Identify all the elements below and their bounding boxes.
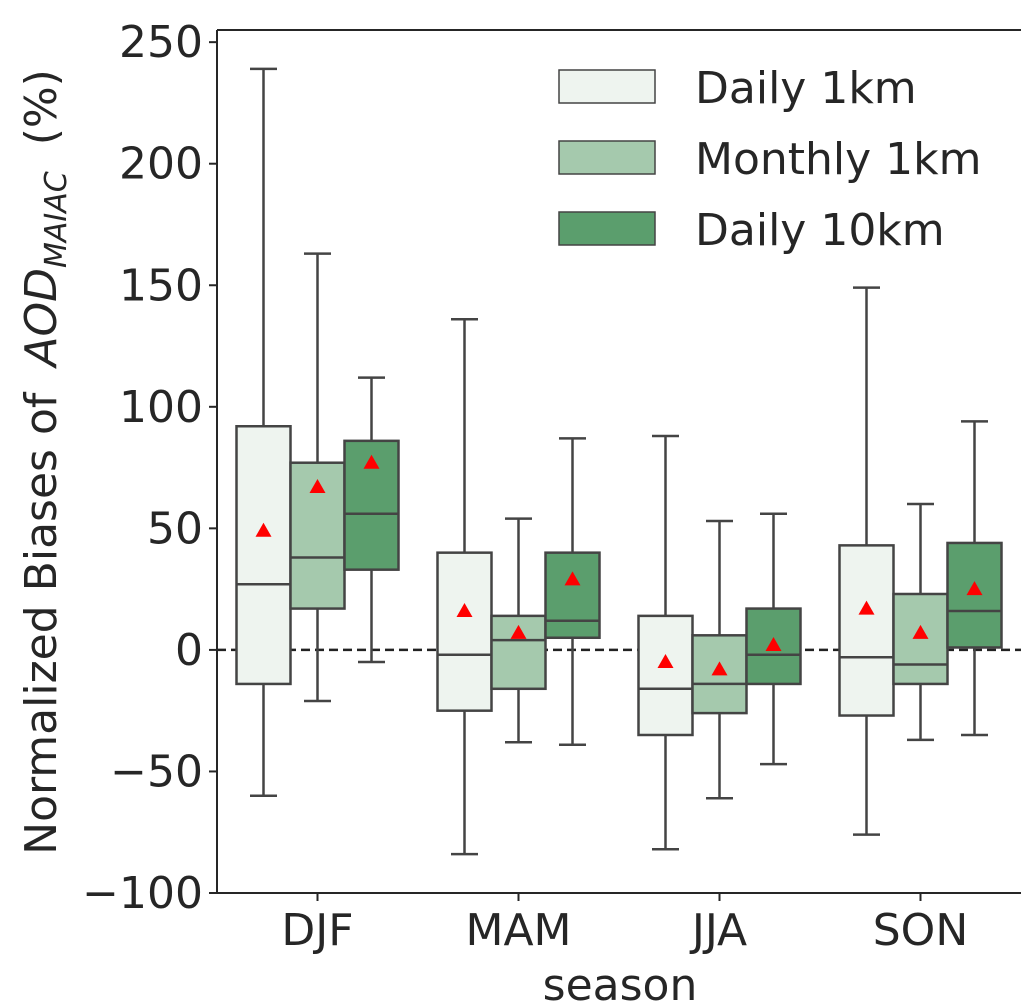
box [838,544,895,717]
legend-label: Monthly 1km [695,134,982,185]
legend-label: Daily 10km [695,205,945,256]
legend-label: Daily 1km [695,63,917,114]
box [235,425,292,686]
axes-frame [216,29,1021,894]
box [946,541,1003,649]
x-axis-label: season [543,960,698,1006]
y-label-math: AOD [16,268,67,370]
mean-marker [363,454,380,469]
mean-marker [912,624,929,639]
mean-marker [966,581,983,596]
mean-marker [309,479,326,494]
x-tick-label: SON [873,905,968,956]
legend-swatch [558,69,656,104]
y-tick-label: −50 [110,746,203,797]
mean-marker [858,600,875,615]
mean-marker [564,571,581,586]
x-tick-label: DJF [281,905,353,956]
x-tick-label: JJA [689,905,747,956]
legend-swatch [558,140,656,175]
mean-marker [711,661,728,676]
box [436,551,493,712]
mean-marker [657,654,674,669]
y-label-text: Normalized Biases of [16,391,67,855]
y-axis-label: Normalized Biases of AODMAIAC (%) [16,69,77,855]
mean-marker [255,522,272,537]
box [892,592,949,686]
y-tick-label: 100 [119,382,203,433]
y-tick-label: 150 [119,260,203,311]
mean-marker [510,624,527,639]
y-tick-label: 200 [119,139,203,190]
y-label-subscript: MAIAC [39,171,74,268]
legend-swatch [558,211,656,246]
y-tick-label: 50 [147,503,203,554]
y-tick-label: 0 [175,625,203,676]
y-tick-label: −100 [82,868,203,919]
box [637,614,694,737]
y-tick-label: 250 [119,17,203,68]
mean-marker [456,603,473,618]
y-label-unit: (%) [16,69,67,145]
x-tick-label: MAM [465,905,571,956]
mean-marker [765,637,782,652]
box [544,551,601,639]
